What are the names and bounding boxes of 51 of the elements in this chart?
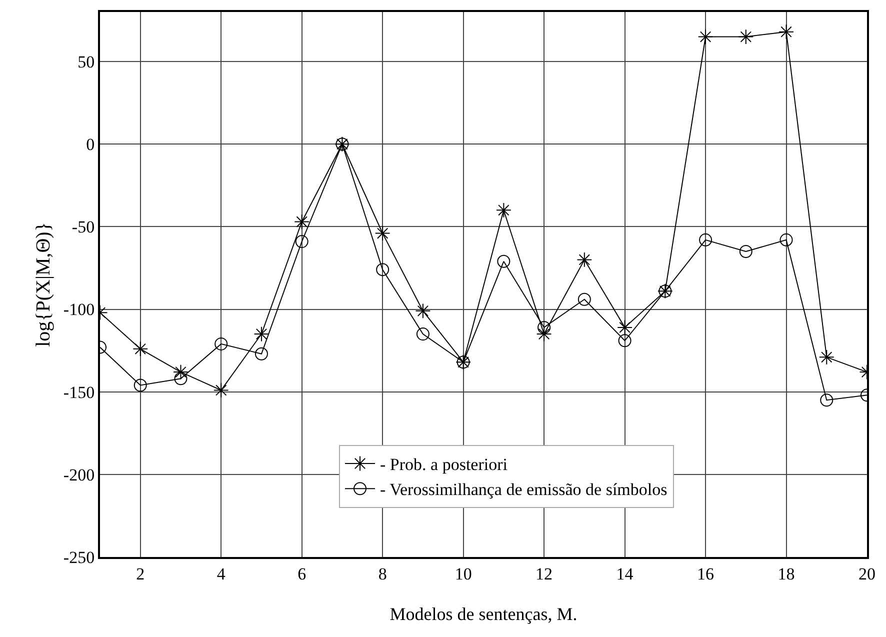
legend-label: - Verossimilhança de emissão de símbolos	[380, 480, 668, 500]
y-tick-label: 0	[86, 135, 95, 154]
point	[739, 244, 752, 258]
x-tick-label: 14	[616, 564, 634, 584]
point	[132, 341, 148, 357]
point	[576, 252, 592, 268]
y-tick-label: -150	[63, 382, 95, 402]
point	[295, 235, 308, 248]
point	[376, 263, 390, 276]
point	[538, 320, 551, 334]
point	[134, 378, 147, 392]
point	[617, 320, 632, 336]
point	[497, 254, 510, 268]
point	[820, 394, 834, 407]
legend-label: - Prob. a posteriori	[380, 455, 508, 474]
point	[416, 328, 430, 341]
y-axis-title: log{P(X|M,Θ)}	[32, 222, 54, 347]
x-tick-label: 4	[216, 564, 226, 584]
point	[780, 233, 793, 246]
point	[698, 29, 714, 44]
point	[536, 326, 552, 342]
point	[374, 226, 390, 241]
point	[254, 347, 268, 360]
point	[174, 372, 188, 386]
x-tick-label: 12	[536, 564, 553, 584]
x-axis-title: Modelos de sentenças, M.	[390, 604, 578, 624]
point	[496, 202, 512, 218]
point	[778, 24, 794, 40]
point	[699, 233, 712, 246]
x-tick-label: 16	[697, 564, 714, 584]
point	[213, 382, 229, 398]
point	[173, 364, 188, 380]
point	[738, 29, 754, 44]
y-tick-label: 50	[78, 52, 95, 72]
x-tick-label: 20	[858, 564, 876, 584]
point	[254, 326, 270, 342]
y-tick-label: -50	[72, 218, 95, 237]
x-tick-label: 8	[378, 564, 387, 584]
x-tick-label: 2	[136, 564, 145, 584]
y-tick-label: -100	[63, 300, 95, 320]
point	[618, 334, 632, 348]
y-tick-label: -250	[63, 548, 95, 567]
x-tick-label: 18	[778, 564, 795, 584]
point	[415, 303, 431, 319]
point	[294, 214, 310, 230]
point	[214, 337, 228, 350]
y-tick-label: -200	[63, 465, 95, 484]
x-tick-label: 6	[298, 564, 306, 584]
point	[818, 349, 834, 365]
point	[578, 292, 591, 306]
x-tick-label: 10	[454, 564, 472, 584]
